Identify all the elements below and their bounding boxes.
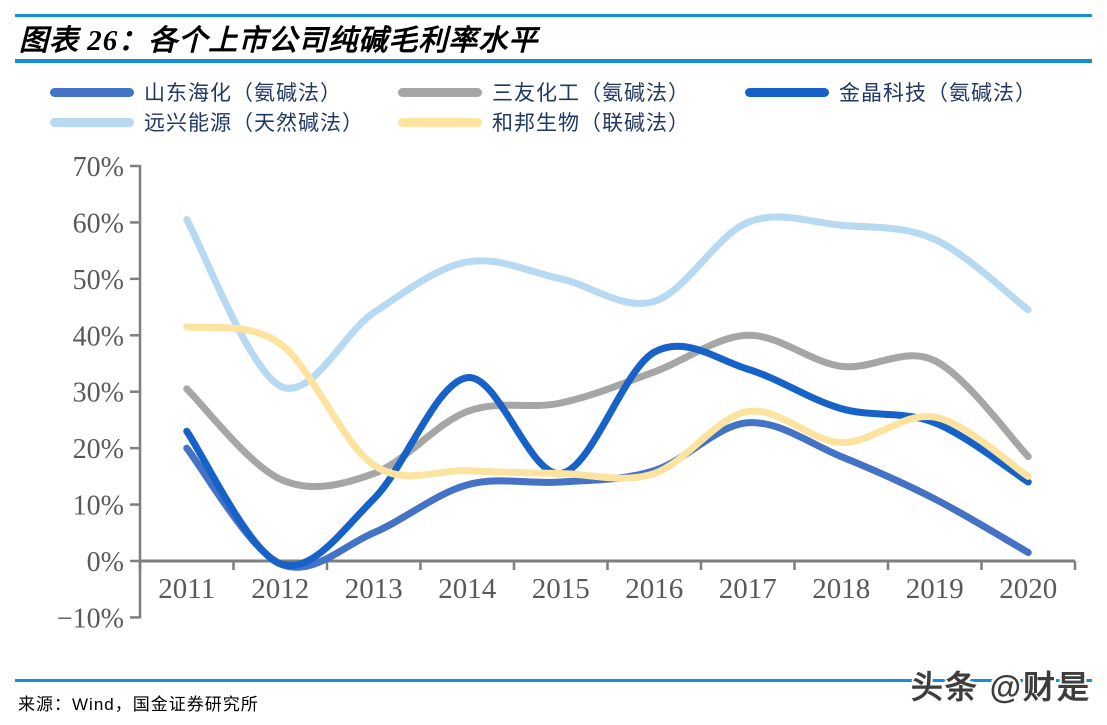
x-tick-label-2016: 2016 [625,573,683,605]
legend-item-0: 山东海化（氨碱法） [50,77,342,107]
y-tick-label: 30% [73,378,124,409]
x-tick-label-2015: 2015 [532,573,590,605]
title-bottom-rule [15,59,1092,63]
x-tick-label-2013: 2013 [345,573,403,605]
footer-rule [15,679,1092,682]
series-line-0 [183,419,1032,571]
watermark: 头条 @财是 [910,669,1091,705]
figure-title: 图表 26：各个上市公司纯碱毛利率水平 [19,25,539,57]
series-line-1 [183,331,1032,491]
legend-label-2: 金晶科技（氨碱法） [839,81,1037,105]
x-tick-label-2018: 2018 [812,573,870,605]
series-line-4 [183,323,1032,482]
y-tick-label: 60% [73,208,124,239]
series-line-3 [183,213,1032,392]
y-tick-label: 20% [73,434,124,465]
legend-swatch-1 [398,87,482,97]
source-note: 来源：Wind，国金证券研究所 [18,695,259,714]
y-tick-label: 70% [73,152,124,183]
x-tick-label-2019: 2019 [906,573,964,605]
y-tick-label: 40% [73,321,124,352]
y-tick-label: 50% [73,265,124,296]
x-tick-label-2017: 2017 [719,573,777,605]
x-tick-label-2014: 2014 [438,573,497,605]
legend-label-3: 远兴能源（天然碱法） [144,111,364,135]
legend-item-2: 金晶科技（氨碱法） [745,77,1037,107]
x-tick-label-2020: 2020 [999,573,1057,605]
x-tick-label-2012: 2012 [251,573,309,605]
legend-item-3: 远兴能源（天然碱法） [50,107,364,137]
series-line-2 [183,342,1032,570]
legend-swatch-4 [398,117,482,127]
legend-label-4: 和邦生物（联碱法） [492,111,690,135]
legend-swatch-0 [50,87,134,97]
y-tick-label: 0% [87,547,124,578]
y-tick-label: −10% [57,603,124,634]
y-tick-label: 10% [73,491,124,522]
legend-label-1: 三友化工（氨碱法） [492,81,690,105]
legend-item-4: 和邦生物（联碱法） [398,107,690,137]
legend-swatch-3 [50,117,134,127]
legend-swatch-2 [745,87,829,97]
x-tick-label-2011: 2011 [158,573,215,605]
title-top-rule [15,14,1092,17]
legend-item-1: 三友化工（氨碱法） [398,77,690,107]
legend-label-0: 山东海化（氨碱法） [144,81,342,105]
